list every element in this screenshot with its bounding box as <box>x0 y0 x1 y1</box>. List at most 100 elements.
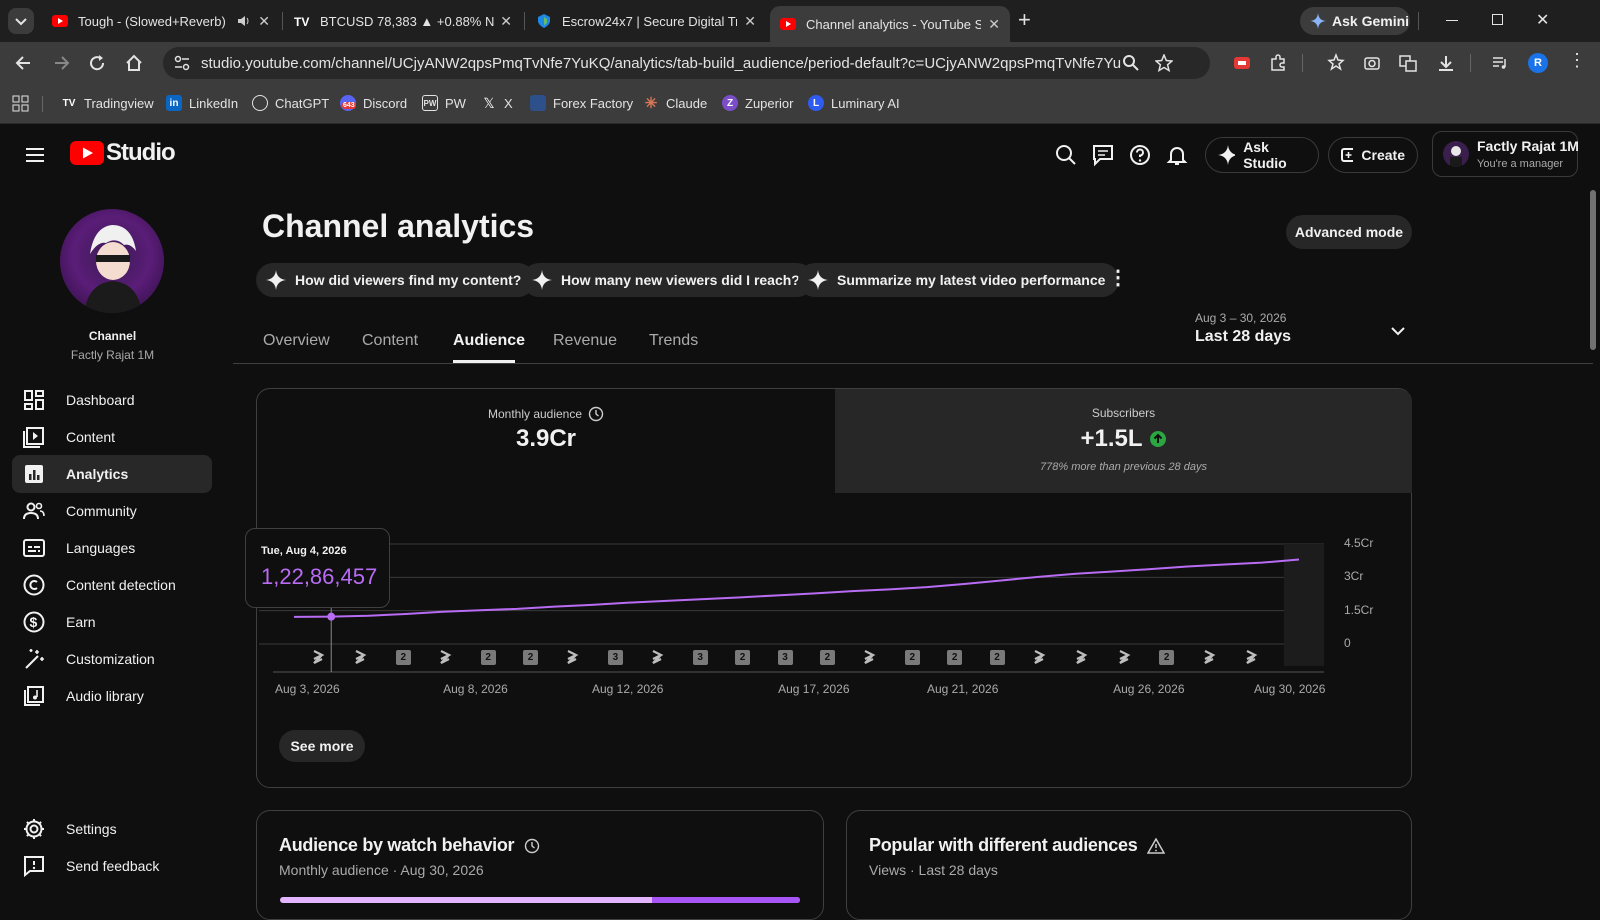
sidebar-item-content-detection[interactable]: Content detection <box>12 566 212 604</box>
video-upload-marker-icon[interactable] <box>1032 648 1046 666</box>
hamburger-menu-icon[interactable] <box>23 143 47 167</box>
screenshot-icon[interactable] <box>1362 53 1382 73</box>
video-upload-marker-icon[interactable] <box>1074 648 1088 666</box>
bookmark-luminary-ai[interactable]: L Luminary AI <box>808 95 900 111</box>
tab-trends[interactable]: Trends <box>649 332 699 349</box>
video-upload-marker-icon[interactable] <box>311 648 325 666</box>
browser-menu-icon[interactable]: ⋮ <box>1568 50 1586 70</box>
restore-icon[interactable] <box>1492 14 1503 25</box>
ask-gemini-button[interactable]: Ask Gemini <box>1300 7 1410 35</box>
favorites-icon[interactable] <box>1326 53 1346 73</box>
sidebar-item-content[interactable]: Content <box>12 418 212 456</box>
bookmark-star-icon[interactable] <box>1155 54 1173 72</box>
video-upload-marker-icon[interactable] <box>565 648 579 666</box>
metric-tab-subscribers[interactable]: Subscribers +1.5L 778% more than previou… <box>835 389 1412 493</box>
bookmark-claude[interactable]: ✳ Claude <box>643 95 708 112</box>
sidebar-item-customization[interactable]: Customization <box>12 640 212 678</box>
create-button[interactable]: Create <box>1328 137 1418 173</box>
browser-tab-active[interactable]: Channel analytics - YouTube Stu ✕ <box>770 6 1010 42</box>
video-count-badge[interactable]: 2 <box>947 650 963 665</box>
tab-overview[interactable]: Overview <box>263 332 330 349</box>
suggestion-chip[interactable]: How did viewers find my content? <box>256 263 536 297</box>
video-count-badge[interactable]: 2 <box>735 650 751 665</box>
sidebar-item-analytics[interactable]: Analytics <box>12 455 212 493</box>
page-scrollbar[interactable] <box>1590 190 1596 350</box>
media-controls-icon[interactable] <box>1490 53 1510 73</box>
suggestion-chip[interactable]: Summarize my latest video performance <box>798 263 1120 297</box>
speaker-icon[interactable] <box>236 13 252 29</box>
suggestion-chip[interactable]: How many new viewers did I reach? <box>522 263 814 297</box>
bookmark-chatgpt[interactable]: ChatGPT <box>252 95 329 111</box>
address-bar[interactable]: studio.youtube.com/channel/UCjyANW2qpsPm… <box>163 47 1210 79</box>
video-upload-marker-icon[interactable] <box>862 648 876 666</box>
translate-icon[interactable] <box>1398 53 1418 73</box>
see-more-button[interactable]: See more <box>279 730 365 762</box>
download-icon[interactable] <box>1436 53 1456 73</box>
video-upload-marker-icon[interactable] <box>353 648 367 666</box>
reload-icon[interactable] <box>87 53 107 73</box>
close-window-icon[interactable]: ✕ <box>1536 12 1550 29</box>
video-count-badge[interactable]: 2 <box>989 650 1005 665</box>
sidebar-item-earn[interactable]: $ Earn <box>12 603 212 641</box>
bookmark-zuperior[interactable]: Z Zuperior <box>722 95 793 111</box>
more-options-icon[interactable]: ⋮ <box>1108 267 1128 289</box>
video-count-badge[interactable]: 2 <box>480 650 496 665</box>
video-upload-marker-icon[interactable] <box>438 648 452 666</box>
ask-studio-button[interactable]: Ask Studio <box>1205 137 1319 173</box>
close-tab-icon[interactable]: ✕ <box>500 12 512 29</box>
tab-audience[interactable]: Audience <box>453 332 526 349</box>
tab-revenue[interactable]: Revenue <box>553 332 618 349</box>
browser-tab[interactable]: TV BTCUSD 78,383 ▲ +0.88% Nap ✕ <box>284 6 522 36</box>
studio-logo[interactable]: Studio <box>70 139 176 167</box>
video-upload-marker-icon[interactable] <box>1117 648 1131 666</box>
bookmark-tradingview[interactable]: TV Tradingview <box>61 95 154 111</box>
minimize-icon[interactable] <box>1446 20 1458 21</box>
sidebar-item-audio-library[interactable]: Audio library <box>12 677 212 715</box>
bookmark-linkedin[interactable]: in LinkedIn <box>166 95 238 111</box>
video-count-badge[interactable]: 2 <box>904 650 920 665</box>
tab-search-button[interactable] <box>8 8 34 34</box>
close-tab-icon[interactable]: ✕ <box>988 15 1000 32</box>
close-tab-icon[interactable]: ✕ <box>258 12 270 29</box>
extensions-puzzle-icon[interactable] <box>1268 53 1288 73</box>
site-info-icon[interactable] <box>173 54 191 72</box>
tab-content[interactable]: Content <box>362 332 419 349</box>
search-icon[interactable] <box>1054 143 1078 167</box>
close-tab-icon[interactable]: ✕ <box>744 12 756 29</box>
date-range-picker[interactable]: Aug 3 – 30, 2026 Last 28 days <box>1195 311 1413 351</box>
sidebar-item-languages[interactable]: Languages <box>12 529 212 567</box>
forward-arrow-icon[interactable] <box>51 53 71 73</box>
advanced-mode-button[interactable]: Advanced mode <box>1286 215 1412 249</box>
browser-tab[interactable]: Escrow24x7 | Secure Digital Tra ✕ <box>526 6 766 36</box>
profile-avatar[interactable]: R <box>1528 53 1548 73</box>
video-upload-marker-icon[interactable] <box>1244 648 1258 666</box>
help-icon[interactable] <box>1128 143 1152 167</box>
video-count-badge[interactable]: 3 <box>777 650 793 665</box>
sidebar-item-settings[interactable]: Settings <box>12 810 212 848</box>
apps-grid-icon[interactable] <box>12 95 30 113</box>
back-arrow-icon[interactable] <box>14 53 34 73</box>
video-upload-marker-icon[interactable] <box>1202 648 1216 666</box>
sidebar-item-dashboard[interactable]: Dashboard <box>12 381 212 419</box>
zoom-icon[interactable] <box>1122 54 1140 72</box>
new-tab-button[interactable]: + <box>1018 7 1031 32</box>
comments-icon[interactable] <box>1091 143 1115 167</box>
channel-avatar[interactable] <box>60 209 164 313</box>
metric-tab-monthly-audience[interactable]: Monthly audience 3.9Cr <box>257 389 835 493</box>
notifications-bell-icon[interactable] <box>1165 143 1189 167</box>
extension-red-icon[interactable] <box>1232 53 1252 73</box>
bookmark-discord[interactable]: 643 Discord <box>340 95 407 111</box>
account-switcher[interactable]: Factly Rajat 1M You're a manager <box>1432 131 1579 177</box>
video-count-badge[interactable]: 3 <box>607 650 623 665</box>
browser-tab[interactable]: Tough - (Slowed+Reverb) | ✕ <box>42 6 280 36</box>
video-count-badge[interactable]: 2 <box>395 650 411 665</box>
video-count-badge[interactable]: 2 <box>1159 650 1175 665</box>
home-icon[interactable] <box>124 53 144 73</box>
bookmark-pw[interactable]: PW PW <box>422 95 466 111</box>
bookmark-forex-factory[interactable]: Forex Factory <box>530 95 633 111</box>
video-upload-marker-icon[interactable] <box>650 648 664 666</box>
video-count-badge[interactable]: 2 <box>523 650 539 665</box>
sidebar-item-send-feedback[interactable]: Send feedback <box>12 847 212 885</box>
sidebar-item-community[interactable]: Community <box>12 492 212 530</box>
